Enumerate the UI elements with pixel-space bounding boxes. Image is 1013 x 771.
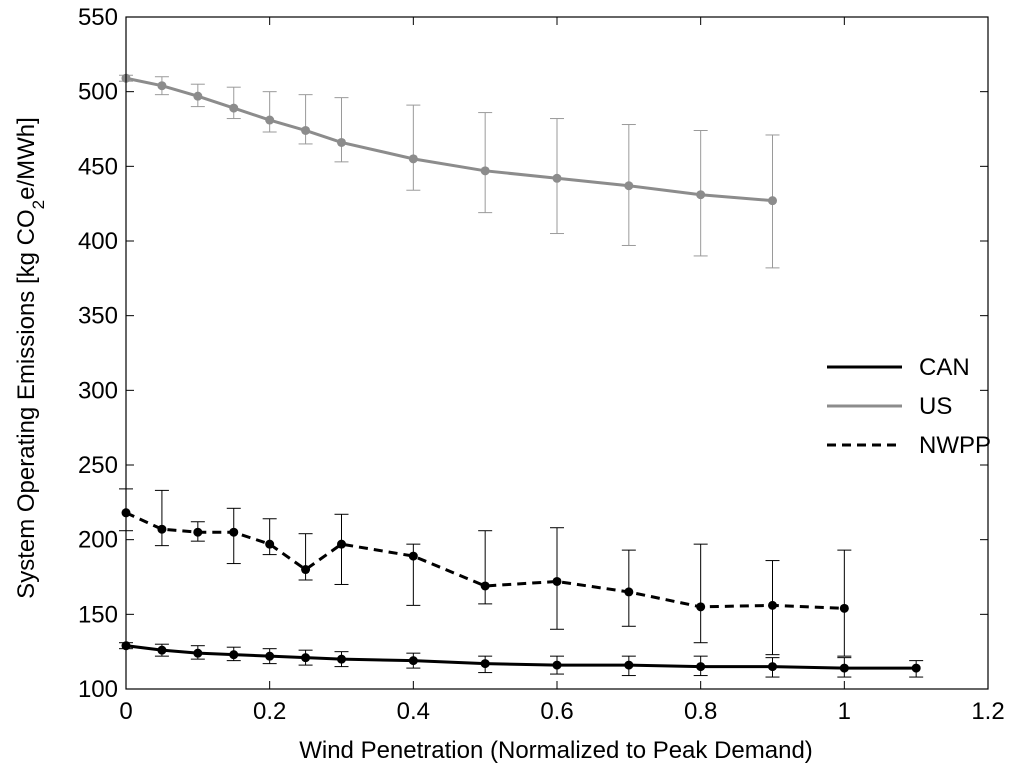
data-point-us bbox=[480, 166, 490, 176]
data-point-can bbox=[839, 663, 849, 673]
data-point-nwpp bbox=[337, 539, 346, 549]
y-tick-label: 200 bbox=[78, 527, 118, 554]
data-point-us bbox=[552, 173, 562, 183]
data-point-can bbox=[157, 645, 167, 655]
data-point-nwpp bbox=[696, 602, 706, 612]
data-point-nwpp bbox=[193, 527, 203, 537]
data-point-nwpp bbox=[624, 587, 634, 597]
data-point-can bbox=[696, 662, 706, 672]
data-point-nwpp bbox=[408, 551, 418, 561]
x-axis-label: Wind Penetration (Normalized to Peak Dem… bbox=[299, 737, 813, 764]
axes-layer: 0 0.2 0.4 0.6 0.8 1 1.2 100 150 200 250 300 350 400 45… bbox=[78, 4, 1005, 725]
x-tick-label: 0.6 bbox=[540, 698, 573, 725]
data-point-us bbox=[624, 181, 634, 191]
x-tick-label: 0.2 bbox=[253, 698, 286, 725]
legend: CAN US NWPP bbox=[827, 354, 991, 459]
data-point-us bbox=[768, 196, 777, 206]
series-can bbox=[119, 641, 924, 678]
data-point-can bbox=[265, 651, 275, 661]
y-tick-label: 550 bbox=[78, 4, 118, 31]
data-point-us bbox=[157, 81, 167, 91]
series-line-nwpp bbox=[125, 511, 845, 610]
data-point-nwpp bbox=[839, 603, 849, 613]
data-point-can bbox=[408, 656, 418, 666]
series-nwpp bbox=[119, 488, 852, 657]
y-axis-label: System Operating Emissions [kg CO2e/MWh] bbox=[13, 117, 48, 599]
y-tick-label: 300 bbox=[78, 377, 118, 404]
y-axis-label-unit: e/MWh] bbox=[13, 117, 40, 200]
data-point-nwpp bbox=[157, 524, 167, 534]
y-tick-label: 150 bbox=[78, 601, 118, 628]
data-point-nwpp bbox=[265, 539, 275, 549]
data-point-us bbox=[193, 91, 203, 101]
data-point-us bbox=[696, 190, 706, 200]
data-point-nwpp bbox=[229, 527, 239, 537]
x-tick-label: 0.4 bbox=[397, 698, 430, 725]
data-point-us bbox=[265, 115, 275, 125]
data-point-can bbox=[193, 648, 203, 658]
data-point-can bbox=[911, 663, 921, 673]
data-point-can bbox=[337, 654, 346, 664]
y-tick-label: 250 bbox=[78, 452, 118, 479]
data-point-us bbox=[229, 103, 239, 113]
data-point-can bbox=[301, 653, 311, 663]
legend-label-can: CAN bbox=[919, 354, 970, 381]
y-tick-label: 100 bbox=[78, 676, 118, 703]
x-tick-label: 0 bbox=[119, 698, 132, 725]
x-tick-label: 0.8 bbox=[684, 698, 717, 725]
data-point-nwpp bbox=[768, 600, 777, 610]
y-axis-label-subscript: 2 bbox=[29, 200, 48, 209]
x-tick-label: 1 bbox=[838, 698, 851, 725]
data-point-can bbox=[229, 650, 239, 660]
data-point-can bbox=[624, 660, 634, 670]
data-point-us bbox=[337, 137, 346, 147]
data-point-can bbox=[480, 659, 490, 669]
data-point-nwpp bbox=[552, 576, 562, 586]
series-us bbox=[119, 73, 780, 269]
y-tick-label: 350 bbox=[78, 303, 118, 330]
data-point-can bbox=[552, 660, 562, 670]
data-point-us bbox=[408, 154, 418, 164]
x-tick-label: 1.2 bbox=[971, 698, 1004, 725]
legend-label-us: US bbox=[919, 393, 952, 420]
y-axis-label-main: System Operating Emissions [kg CO bbox=[13, 209, 40, 598]
legend-label-nwpp: NWPP bbox=[919, 432, 991, 459]
data-point-nwpp bbox=[301, 565, 311, 575]
y-tick-label: 400 bbox=[78, 228, 118, 255]
data-point-nwpp bbox=[480, 581, 490, 591]
y-tick-label: 500 bbox=[78, 79, 118, 106]
data-point-us bbox=[301, 125, 311, 135]
data-point-can bbox=[768, 662, 777, 672]
y-tick-label: 450 bbox=[78, 153, 118, 180]
series-layer bbox=[119, 73, 924, 678]
